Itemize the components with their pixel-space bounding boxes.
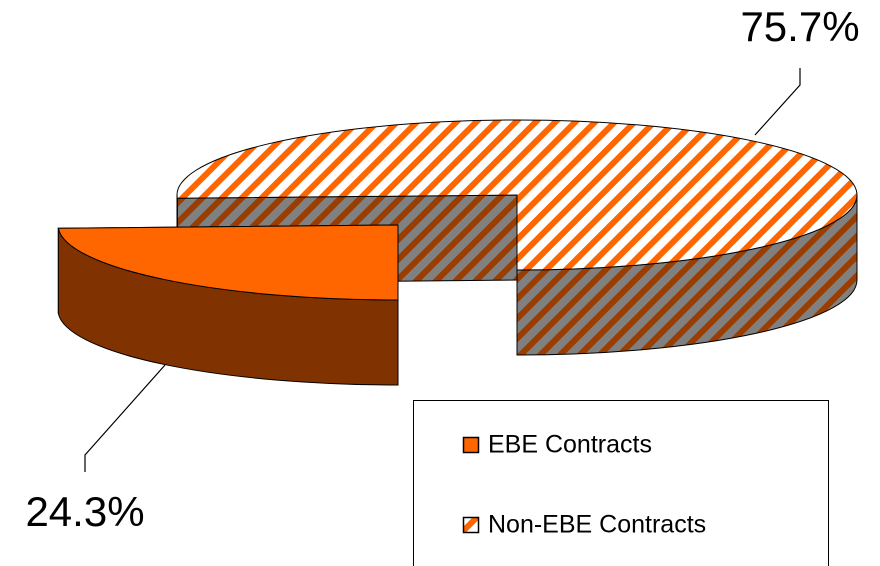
legend-label: EBE Contracts bbox=[488, 431, 652, 459]
slice-top bbox=[176, 119, 858, 271]
legend-label: Non-EBE Contracts bbox=[488, 511, 706, 539]
legend-swatch bbox=[462, 436, 480, 454]
pie bbox=[57, 119, 858, 386]
leader-line bbox=[84, 364, 166, 472]
legend: EBE Contracts Non-EBE Contracts bbox=[462, 431, 706, 539]
leader-line bbox=[754, 68, 801, 136]
legend-swatch bbox=[462, 516, 480, 534]
legend-box bbox=[413, 400, 829, 566]
slice-top bbox=[57, 224, 399, 301]
data-label: 75.7% bbox=[740, 3, 859, 50]
data-label: 24.3% bbox=[25, 488, 144, 535]
